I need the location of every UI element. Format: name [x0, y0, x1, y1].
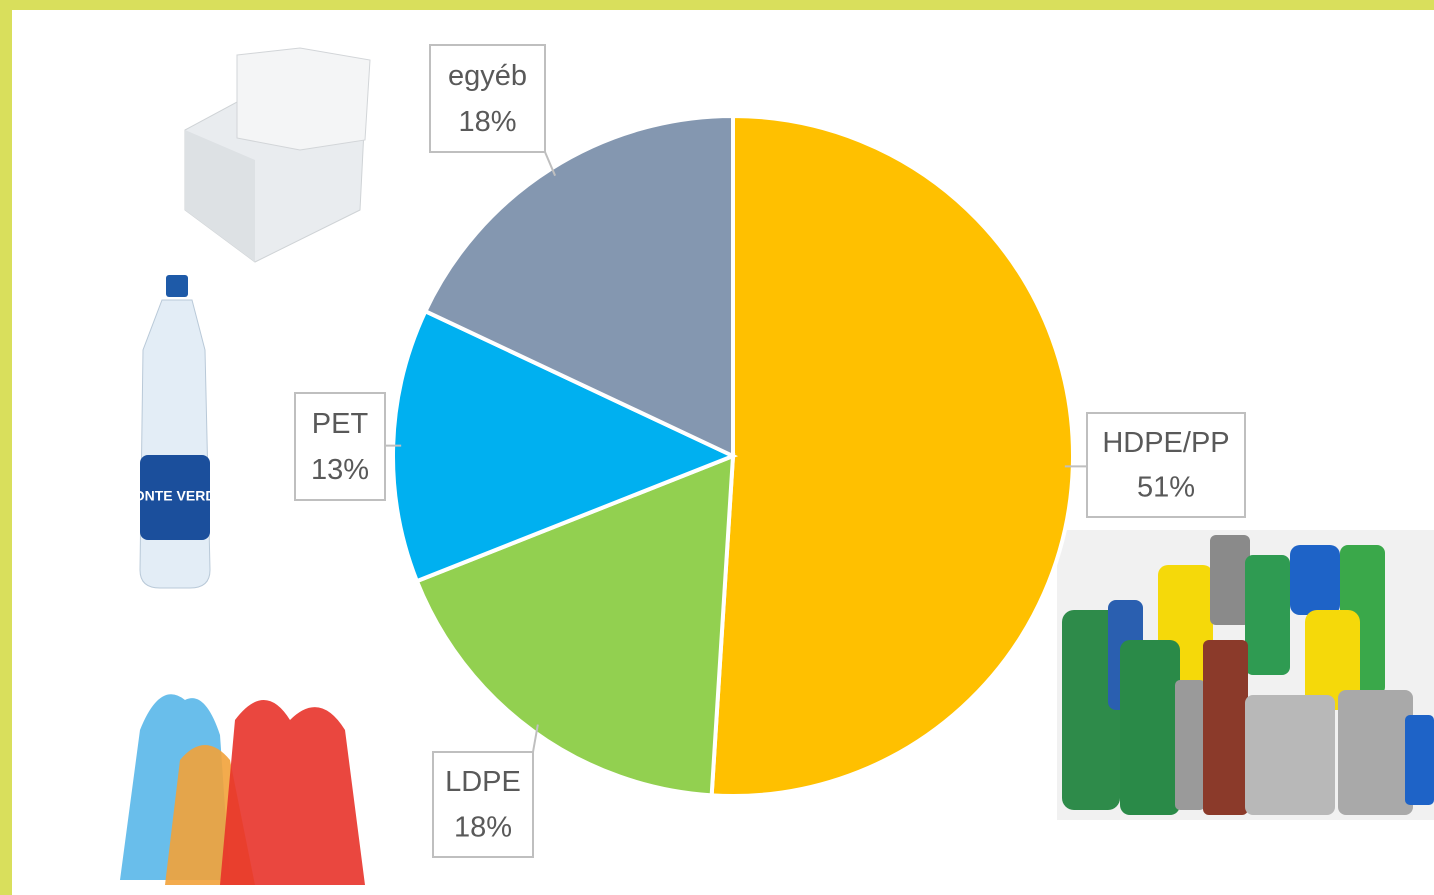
- pie: [393, 116, 1073, 796]
- slice-label: PET: [312, 408, 369, 440]
- frame-left: [0, 0, 12, 895]
- slice-value-label: 18%: [458, 106, 516, 138]
- frame-top: [0, 0, 1434, 10]
- slice-label: LDPE: [445, 766, 521, 798]
- chart: FONTE VERDE HDPE/PP 51% LDPE 18% PET 13% egyéb…: [0, 0, 1434, 895]
- containers-picture: [1057, 530, 1434, 820]
- slice-value-label: 18%: [454, 811, 512, 843]
- bottle-brand: FONTE VERDE: [125, 488, 225, 504]
- bottle-picture: FONTE VERDE: [125, 275, 225, 588]
- slice-label: egyéb: [448, 60, 527, 92]
- foam-box-picture: [185, 48, 370, 262]
- slice-value-label: 13%: [311, 454, 369, 486]
- pie-slice: [712, 116, 1073, 796]
- bags-picture: [115, 677, 373, 895]
- slice-label: HDPE/PP: [1102, 427, 1229, 459]
- slice-value-label: 51%: [1137, 472, 1195, 504]
- page: {"chart_data": {"type": "pie", "categori…: [0, 0, 1434, 895]
